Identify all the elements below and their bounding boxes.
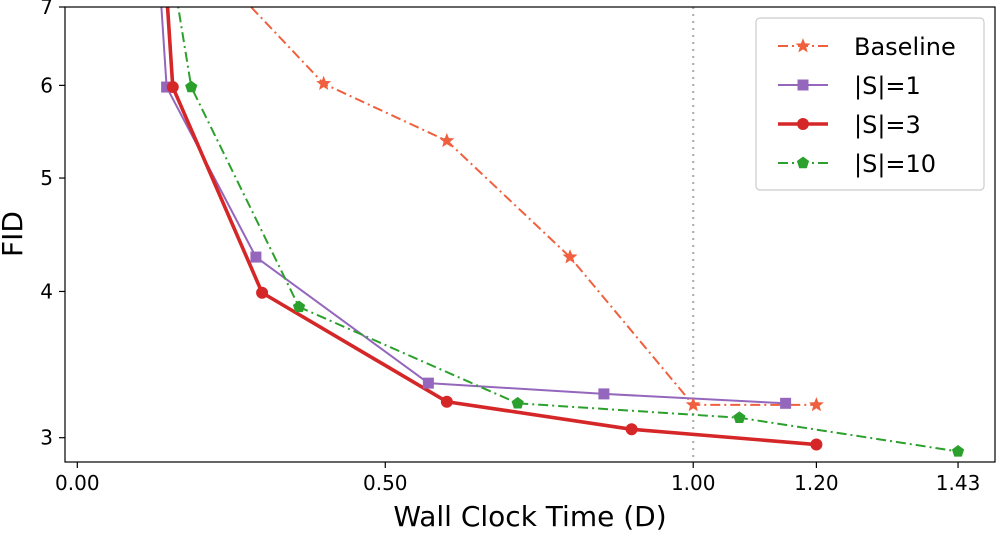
series-line-s-1 <box>160 7 786 405</box>
data-point-s-3 <box>440 395 453 408</box>
legend-label-baseline: Baseline <box>854 33 956 61</box>
y-tick-label: 7 <box>40 0 53 19</box>
data-point-s-1 <box>598 388 610 400</box>
y-tick-label: 4 <box>40 279 53 303</box>
data-point-s-10 <box>185 80 198 93</box>
data-point-baseline <box>316 75 332 91</box>
data-point-s-3 <box>256 286 269 299</box>
legend-label-s-1: |S|=1 <box>854 72 921 100</box>
data-point-s-10 <box>292 300 306 313</box>
data-point-s-3 <box>810 438 823 451</box>
series-line-s-3 <box>165 7 817 447</box>
legend-marker-baseline <box>795 38 811 53</box>
data-point-s-1 <box>422 377 434 389</box>
x-tick-label: 1.00 <box>671 471 716 495</box>
data-point-s-1 <box>250 251 262 263</box>
series-line-baseline <box>249 7 817 406</box>
y-tick-label: 3 <box>40 426 53 450</box>
data-point-s-10 <box>733 411 746 423</box>
y-tick-label: 6 <box>40 73 53 97</box>
x-tick-label: 0.00 <box>55 471 100 495</box>
plot-frame <box>64 6 996 463</box>
legend-box <box>755 17 985 191</box>
legend-marker-s-3 <box>797 118 809 130</box>
data-point-baseline <box>685 397 701 412</box>
data-point-s-1 <box>780 397 792 409</box>
data-point-baseline <box>439 132 455 148</box>
x-tick-label: 1.43 <box>936 471 981 495</box>
legend-marker-s-10 <box>796 156 810 169</box>
data-point-s-10 <box>511 396 524 409</box>
y-tick-label: 5 <box>40 166 53 190</box>
x-tick-label: 1.20 <box>794 471 839 495</box>
data-point-s-3 <box>166 81 179 94</box>
legend-label-s-10: |S|=10 <box>854 150 936 178</box>
legend: Baseline |S|=1 |S|=3 |S|=10 <box>755 17 985 191</box>
legend-marker-s-1 <box>797 79 809 91</box>
data-point-baseline <box>808 397 824 412</box>
x-tick-label: 0.50 <box>363 471 408 495</box>
data-point-baseline <box>562 249 578 264</box>
data-point-s-3 <box>625 423 638 436</box>
y-axis-label: FID <box>0 211 29 257</box>
data-point-s-10 <box>951 445 965 457</box>
legend-label-s-3: |S|=3 <box>854 111 921 139</box>
x-axis-label: Wall Clock Time (D) <box>393 500 666 533</box>
